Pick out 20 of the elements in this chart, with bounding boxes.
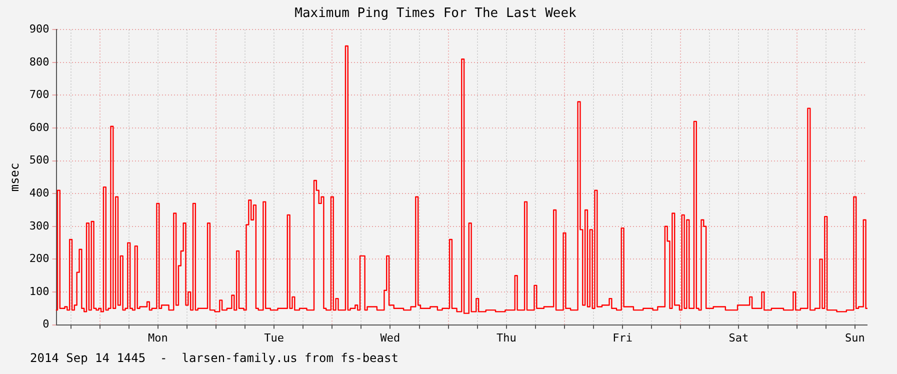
x-tick-label: Sat xyxy=(728,331,749,344)
x-tick-label: Fri xyxy=(612,331,633,344)
y-tick-label: 300 xyxy=(29,219,50,232)
y-tick-label: 600 xyxy=(29,120,50,134)
x-tick-label: Thu xyxy=(496,331,516,344)
x-tick-label: Sun xyxy=(844,331,865,344)
text: 2014 Sep 14 1445 - larsen-family.us from fs-beast xyxy=(30,351,398,365)
y-tick-label: 100 xyxy=(29,284,50,298)
y-tick-label: 500 xyxy=(29,154,50,167)
x-tick-label: Mon xyxy=(148,331,168,344)
x-tick-label: Tue xyxy=(264,331,284,344)
y-tick-label: 200 xyxy=(29,252,50,266)
y-tick-label: 900 xyxy=(29,22,50,36)
x-tick-label: Wed xyxy=(380,331,400,344)
y-tick-label: 800 xyxy=(29,55,50,68)
y-tick-label: 400 xyxy=(29,186,50,200)
chart-title: Maximum Ping Times For The Last Week xyxy=(294,6,577,22)
y-axis-title: msec xyxy=(7,162,22,192)
y-tick-label: 700 xyxy=(29,88,50,102)
y-tick-label: 0 xyxy=(42,318,50,331)
